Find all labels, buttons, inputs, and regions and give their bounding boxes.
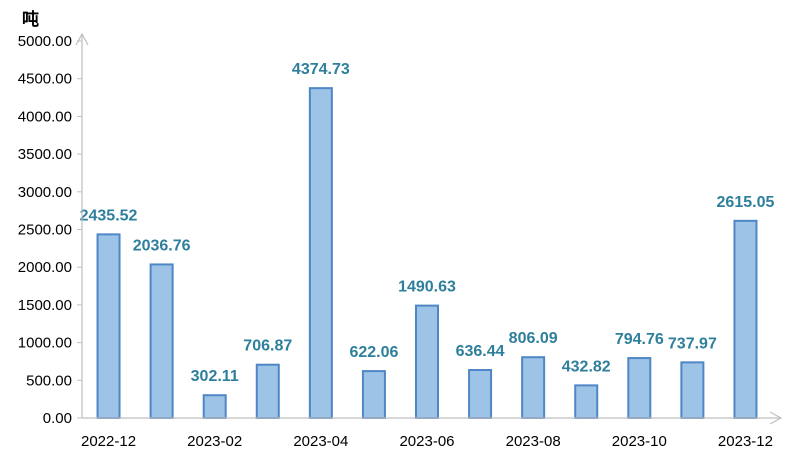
y-tick-label: 3000.00 — [18, 184, 72, 201]
y-tick-label: 4500.00 — [18, 71, 72, 88]
y-axis-arrow — [75, 32, 89, 46]
y-tick-label: 1500.00 — [18, 297, 72, 314]
y-tick-label: 3500.00 — [18, 146, 72, 163]
y-tick-label: 0.00 — [43, 410, 72, 427]
bar-2022-12 — [96, 233, 121, 419]
y-axis-unit-label: 吨 — [22, 9, 39, 30]
bar-2023-02 — [202, 394, 227, 420]
y-tick-label: 4000.00 — [18, 108, 72, 125]
bar-2023-09 — [574, 384, 599, 420]
x-tick-label: 2023-02 — [187, 433, 242, 450]
data-label-2022-12: 2435.52 — [80, 207, 138, 224]
data-label-2023-09: 432.82 — [562, 358, 611, 375]
x-tick-label: 2023-10 — [612, 433, 667, 450]
data-label-2023-07: 636.44 — [456, 343, 505, 360]
data-label-2023-03: 706.87 — [243, 338, 292, 355]
y-axis-ticks: 0.00 500.00 1000.00 1500.00 2000.00 2500.00 30… — [18, 33, 82, 427]
bar-2023-12 — [733, 219, 758, 419]
data-label-2023-06: 1490.63 — [398, 279, 456, 296]
x-axis-ticks: 2022-12 2023-02 2023-04 2023-06 2023-08 2023-… — [81, 433, 773, 450]
axes — [75, 32, 783, 425]
data-label-2023-10: 794.76 — [615, 331, 664, 348]
y-tick-label: 500.00 — [26, 372, 72, 389]
y-tick-label: 2000.00 — [18, 259, 72, 276]
bar-2023-08 — [521, 356, 546, 420]
data-label-2023-11: 737.97 — [668, 335, 717, 352]
bar-2023-10 — [627, 357, 652, 420]
bar-2023-11 — [680, 361, 705, 419]
data-label-2023-12: 2615.05 — [717, 194, 775, 211]
x-tick-label: 2022-12 — [81, 433, 136, 450]
x-tick-label: 2023-04 — [293, 433, 348, 450]
bar-2023-01 — [149, 263, 174, 419]
x-tick-label: 2023-06 — [399, 433, 454, 450]
bar-2023-06 — [415, 304, 439, 420]
bar-2023-04 — [308, 87, 333, 419]
data-label-2023-02: 302.11 — [191, 368, 239, 385]
data-label-2023-04: 4374.73 — [292, 61, 350, 78]
x-tick-label: 2023-12 — [718, 433, 773, 450]
y-tick-label: 2500.00 — [18, 222, 72, 239]
data-label-2023-05: 622.06 — [349, 344, 398, 361]
bar-2023-07 — [468, 369, 493, 419]
data-label-2023-08: 806.09 — [509, 330, 558, 347]
y-tick-label: 5000.00 — [18, 33, 72, 50]
bar-2023-03 — [255, 363, 280, 419]
bar-2023-05 — [361, 370, 386, 420]
data-label-2023-01: 2036.76 — [133, 237, 191, 254]
x-axis-arrow — [769, 411, 783, 425]
x-tick-label: 2023-08 — [506, 433, 561, 450]
y-tick-label: 1000.00 — [18, 335, 72, 352]
